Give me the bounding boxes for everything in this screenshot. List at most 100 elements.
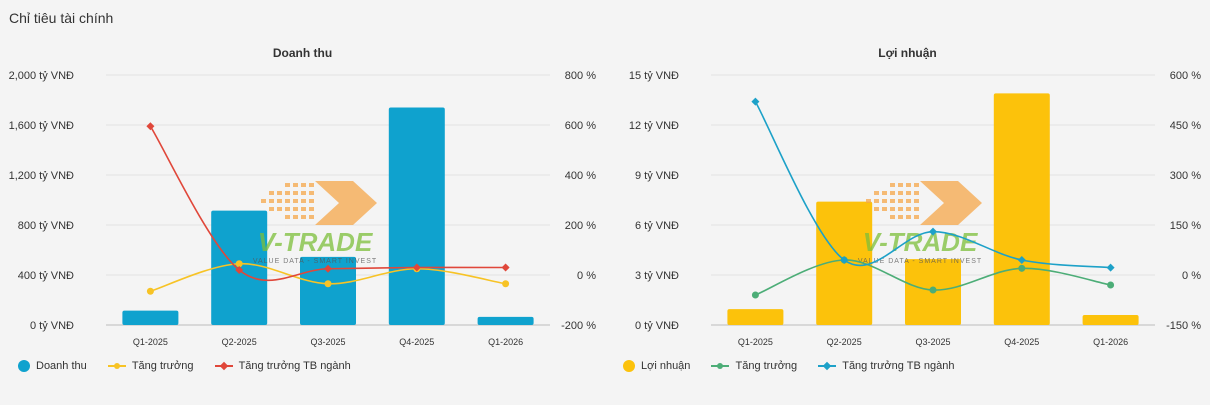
x-tick-label: Q1-2025 [738,337,773,347]
profit-chart-legend: Lợi nhuận Tăng trưởng Tăng trưởng TB ngà… [623,360,972,375]
series-point [751,291,759,299]
y-left-tick-label: 1,200 tỷ VNĐ [9,170,74,182]
series-point [1106,263,1115,272]
series-point [929,227,937,236]
legend-swatch-growth [107,360,126,372]
watermark-dot [906,191,911,195]
profit-chart-panel: Lợi nhuận 0 tỷ VNĐ 3 tỷ VNĐ 6 tỷ VNĐ 9 tỷ V… [605,36,1210,405]
series-point [146,122,155,131]
x-tick-label: Q1-2025 [133,337,168,347]
legend-swatch-industry-growth [214,360,233,372]
watermark-dot [882,191,887,195]
y-left-tick-label: 6 tỷ VNĐ [635,220,679,232]
watermark-dot [914,207,919,211]
y-right-tick-label: 400 % [565,170,596,182]
legend-item-industry-growth[interactable]: Tăng trưởng TB ngành [818,360,954,372]
watermark-dot [285,215,290,219]
legend-swatch-growth [711,360,730,372]
watermark-dot [882,207,887,211]
y-left-tick-label: 15 tỷ VNĐ [629,70,679,82]
watermark-dot [882,199,887,203]
y-right-tick-label: 600 % [565,120,596,132]
legend-item-growth[interactable]: Tăng trưởng [107,360,194,372]
watermark-dot [277,207,282,211]
y-left-tick-label: 2,000 tỷ VNĐ [9,70,74,82]
revenue-chart-panel: Doanh thu 0 tỷ VNĐ 400 tỷ VNĐ 800 tỷ VNĐ 1,… [0,36,605,405]
watermark-dot [309,215,314,219]
series-point [1018,264,1026,272]
revenue-chart-title: Doanh thu [272,46,333,60]
legend-label: Tăng trưởng [131,360,194,372]
y-right-tick-label: 0 % [577,270,596,282]
series-point [235,260,243,268]
watermark-dot [914,215,919,219]
watermark-dot [890,199,895,203]
series-point [502,280,510,288]
legend-label: Tăng trưởng TB ngành [238,360,351,372]
watermark-arrow-icon [920,181,982,225]
x-tick-label: Q2-2025 [827,337,862,347]
series-point [751,97,760,106]
watermark-arrow-icon [315,181,377,225]
watermark-dot [874,199,879,203]
watermark-text: V-TRADE [863,227,978,257]
y-right-tick-label: 300 % [1170,170,1201,182]
x-tick-label: Q1-2026 [488,337,523,347]
legend-swatch-industry-growth [818,360,837,372]
bar [300,256,356,325]
watermark-dot [293,215,298,219]
watermark-dot [293,199,298,203]
watermark-dot [301,215,306,219]
watermark-dot [301,183,306,187]
revenue-chart-legend: Doanh thu Tăng trưởng Tăng trưởng TB ngà… [18,360,369,375]
y-left-tick-label: 3 tỷ VNĐ [635,270,679,282]
y-right-tick-label: 450 % [1170,120,1201,132]
watermark-dot [285,199,290,203]
bar [122,310,179,325]
y-left-tick-label: 12 tỷ VNĐ [629,120,679,132]
profit-chart-svg: 0 tỷ VNĐ 3 tỷ VNĐ 6 tỷ VNĐ 9 tỷ VNĐ 12 tỷ VN… [629,70,1201,347]
legend-item-profit[interactable]: Lợi nhuận [623,360,690,372]
y-left-tick-label: 0 tỷ VNĐ [635,320,679,332]
watermark-dot [285,207,290,211]
watermark-dot [906,215,911,219]
bar [477,316,534,325]
watermark-dot [293,191,298,195]
watermark-dot [285,191,290,195]
legend-item-industry-growth[interactable]: Tăng trưởng TB ngành [214,360,351,372]
watermark-tagline: VALUE DATA - SMART INVEST [858,258,982,265]
bar [993,93,1050,325]
watermark-dot [914,199,919,203]
legend-item-growth[interactable]: Tăng trưởng [711,360,797,372]
series-point [324,264,332,273]
legend-item-revenue[interactable]: Doanh thu [18,360,87,372]
watermark-dot [269,207,274,211]
watermark-dot [898,207,903,211]
watermark-dot [874,207,879,211]
series-point [929,286,937,294]
watermark-dot [890,191,895,195]
x-tick-label: Q1-2026 [1093,337,1128,347]
watermark-dot [309,183,314,187]
section-title: Chỉ tiêu tài chính [9,10,114,26]
legend-label: Tăng trưởng [735,360,798,372]
watermark-dot [277,199,282,203]
legend-swatch-revenue [18,360,30,372]
y-left-tick-label: 9 tỷ VNĐ [635,170,679,182]
y-right-tick-label: 150 % [1170,220,1201,232]
x-tick-label: Q3-2025 [310,337,345,347]
y-left-tick-label: 800 tỷ VNĐ [18,220,74,232]
legend-label: Lợi nhuận [641,360,691,372]
bar [727,309,784,325]
watermark-dot [269,199,274,203]
watermark-dot [301,207,306,211]
watermark-dot [269,191,274,195]
series-point [1017,256,1026,264]
legend-label: Doanh thu [36,360,87,372]
x-tick-label: Q2-2025 [222,337,257,347]
watermark-dot [890,215,895,219]
bar [388,107,445,325]
watermark-dot [898,199,903,203]
y-right-tick-label: -150 % [1166,320,1201,332]
